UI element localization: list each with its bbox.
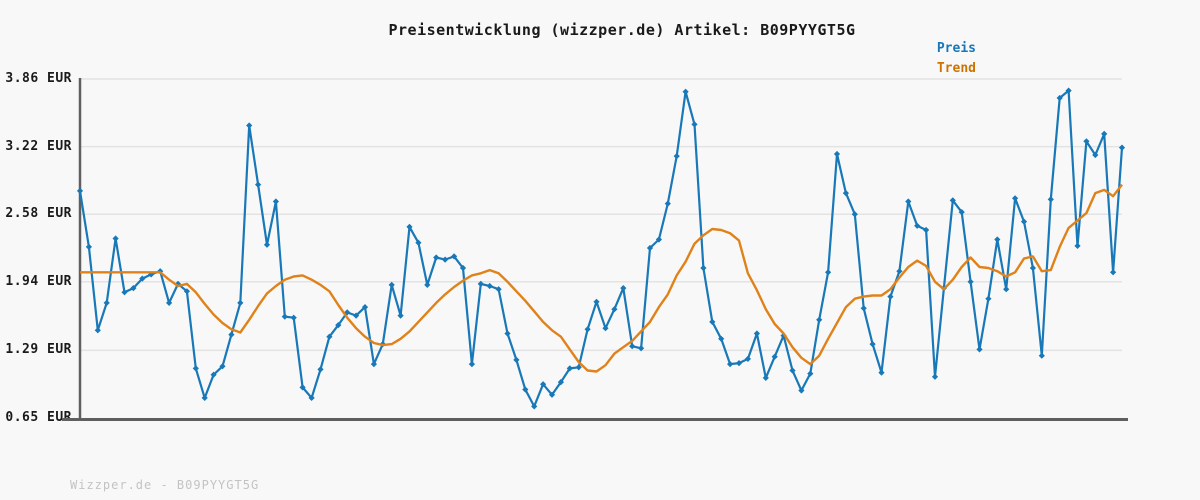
y-tick-label: 2.58 EUR <box>5 206 72 222</box>
legend-item-preis: Preis <box>936 41 976 56</box>
price-markers <box>76 87 1126 410</box>
price-line <box>78 89 1124 408</box>
y-tick-label: 1.29 EUR <box>5 342 72 358</box>
trend-line <box>80 183 1123 373</box>
watermark-text: Wizzper.de - B09PYYGT5G <box>70 478 260 492</box>
y-tick-label: 1.94 EUR <box>5 273 72 289</box>
legend-item-trend: Trend <box>936 61 976 76</box>
chart-title: Preisentwicklung (wizzper.de) Artikel: B… <box>388 21 856 39</box>
y-tick-label: 0.65 EUR <box>5 410 72 425</box>
y-tick-label: 3.86 EUR <box>5 71 72 86</box>
legend: Preis Trend <box>937 39 976 79</box>
y-tick-label: 3.22 EUR <box>5 138 72 154</box>
